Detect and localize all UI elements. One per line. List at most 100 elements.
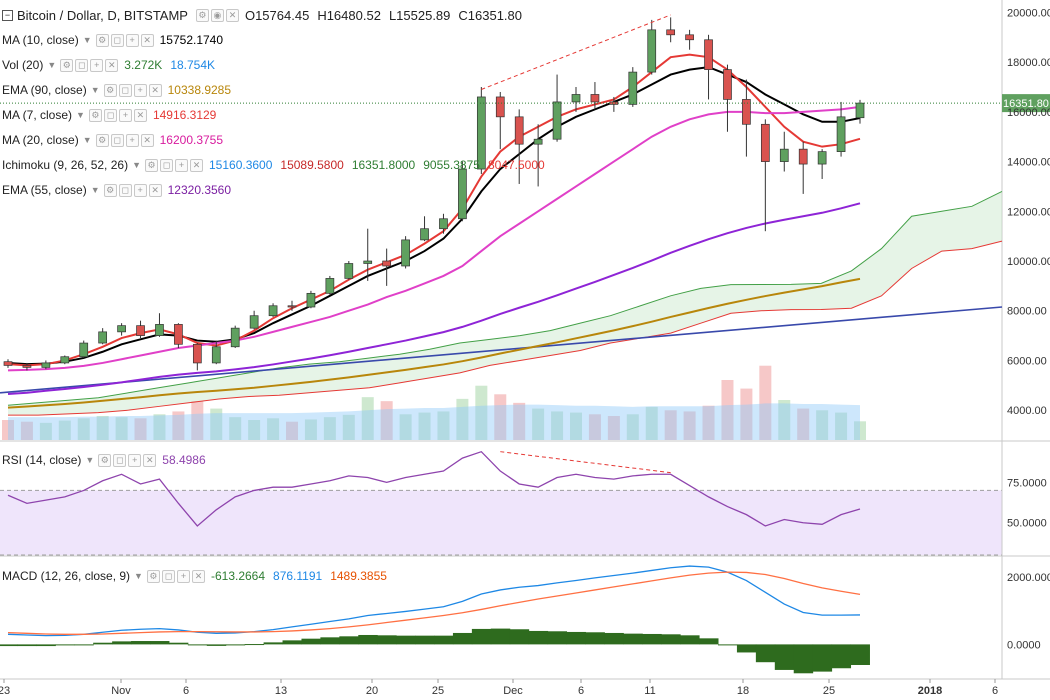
indicator-controls[interactable]: ⚙ ◻ + ✕ [60,58,119,72]
close-icon[interactable]: ✕ [191,569,205,583]
close-icon[interactable]: ✕ [133,108,147,122]
candle [60,355,70,365]
candle-body [98,331,108,344]
settings-icon[interactable]: ⚙ [145,158,158,172]
volume-bar [153,414,166,440]
indicator-name: MA (7, close) [2,108,73,122]
volume-bar [58,420,71,440]
lock-icon[interactable]: ◻ [110,133,124,147]
candle [742,79,751,157]
macd-histogram-bar [452,632,473,645]
volume-bar [418,412,431,440]
lock-icon[interactable]: ◻ [160,158,173,172]
lock-icon[interactable]: ◻ [161,569,175,583]
chevron-down-icon[interactable]: ▼ [132,160,141,170]
rsi-controls[interactable]: ⚙ ◻ + ✕ [98,453,157,467]
close-icon[interactable]: ✕ [148,83,162,97]
rsi-legend: RSI (14, close) ▼ ⚙ ◻ + ✕ 58.4986 [2,451,214,469]
settings-icon[interactable]: ⚙ [103,183,117,197]
volume-bar [248,420,261,440]
candle [287,300,297,311]
indicator-controls[interactable]: ⚙ ◻ + ✕ [145,158,203,172]
macd-controls[interactable]: ⚙ ◻ + ✕ [146,569,205,583]
lock-icon[interactable]: ◻ [118,183,132,197]
settings-icon[interactable]: ⚙ [146,569,160,583]
lock-icon[interactable]: ◻ [103,108,117,122]
indicator-controls[interactable]: ⚙ ◻ + ✕ [95,33,154,47]
candle-body [647,29,657,73]
chevron-down-icon[interactable]: ▼ [134,571,143,581]
candle [306,290,316,309]
macd-histogram-bar [680,635,700,645]
candle-body [742,99,751,125]
lock-icon[interactable]: ◻ [113,453,127,467]
chevron-down-icon[interactable]: ▼ [90,185,100,195]
candle-body [779,148,789,162]
add-icon[interactable]: + [175,158,188,172]
lock-icon[interactable]: ◻ [118,83,132,97]
chevron-down-icon[interactable]: ▼ [47,60,57,70]
price-tick-label: 6000.00 [1007,355,1047,367]
add-icon[interactable]: + [128,453,142,467]
settings-icon[interactable]: ⚙ [95,133,109,147]
indicator-value: 15089.5800 [280,158,344,172]
add-icon[interactable]: + [118,108,132,122]
indicator-value: 15752.1740 [159,33,224,47]
volume-bar [854,421,866,440]
symbol-controls[interactable]: ⚙ ◉ ✕ [195,8,239,22]
macd-histogram-bar [661,634,681,645]
indicator-controls[interactable]: ⚙ ◻ + ✕ [88,108,147,122]
add-icon[interactable]: + [125,33,139,47]
indicator-controls[interactable]: ⚙ ◻ + ✕ [95,133,154,147]
candle [647,19,657,75]
add-icon[interactable]: + [125,133,139,147]
indicator-controls[interactable]: ⚙ ◻ + ✕ [103,83,162,97]
macd-histogram-bar [547,631,568,645]
indicator-value: 16351.8000 [351,158,416,172]
volume-bar [191,401,204,440]
chevron-down-icon[interactable]: ▼ [90,85,100,95]
volume-bar [115,417,128,440]
chevron-down-icon[interactable]: ▼ [85,455,95,465]
lock-icon[interactable]: ◻ [75,58,89,72]
lock-icon[interactable]: ◻ [110,33,124,47]
close-icon[interactable]: ✕ [105,58,119,72]
macd-histogram-bar [434,635,454,645]
candle [817,149,827,179]
add-icon[interactable]: + [133,83,147,97]
add-icon[interactable]: + [90,58,104,72]
candle-body [192,343,202,364]
chevron-down-icon[interactable]: ▼ [82,135,92,145]
candle-body [552,101,562,140]
close-icon[interactable]: ✕ [190,158,203,172]
close-icon[interactable]: ✕ [140,33,154,47]
indicator-controls[interactable]: ⚙ ◻ + ✕ [103,183,162,197]
macd-histogram-bar [812,644,833,672]
macd-histogram-bar [528,630,549,645]
add-icon[interactable]: + [133,183,147,197]
eye-icon[interactable]: ◉ [210,8,224,22]
add-icon[interactable]: + [176,569,190,583]
macd-histogram-bar [112,641,132,645]
close-icon[interactable]: ✕ [140,133,154,147]
time-tick-label: 13 [275,685,287,697]
collapse-icon[interactable]: − [2,9,13,21]
settings-icon[interactable]: ⚙ [60,58,74,72]
settings-icon[interactable]: ⚙ [95,33,109,47]
close-icon[interactable]: ✕ [148,183,162,197]
close-icon[interactable]: ✕ [143,453,157,467]
settings-icon[interactable]: ⚙ [195,8,209,22]
settings-icon[interactable]: ⚙ [103,83,117,97]
chevron-down-icon[interactable]: ▼ [82,35,92,45]
settings-icon[interactable]: ⚙ [98,453,112,467]
volume-bar [664,410,677,440]
time-tick-label: 6 [183,685,189,697]
chevron-down-icon[interactable]: ▼ [76,110,85,120]
symbol-title: Bitcoin / Dollar, D, BITSTAMP [17,7,188,23]
price-tick-label: 4000.00 [1007,405,1047,417]
settings-icon[interactable]: ⚙ [88,108,102,122]
symbol-header: − Bitcoin / Dollar, D, BITSTAMP ⚙ ◉ ✕ O157… [2,6,522,24]
close-icon[interactable]: ✕ [225,8,239,22]
